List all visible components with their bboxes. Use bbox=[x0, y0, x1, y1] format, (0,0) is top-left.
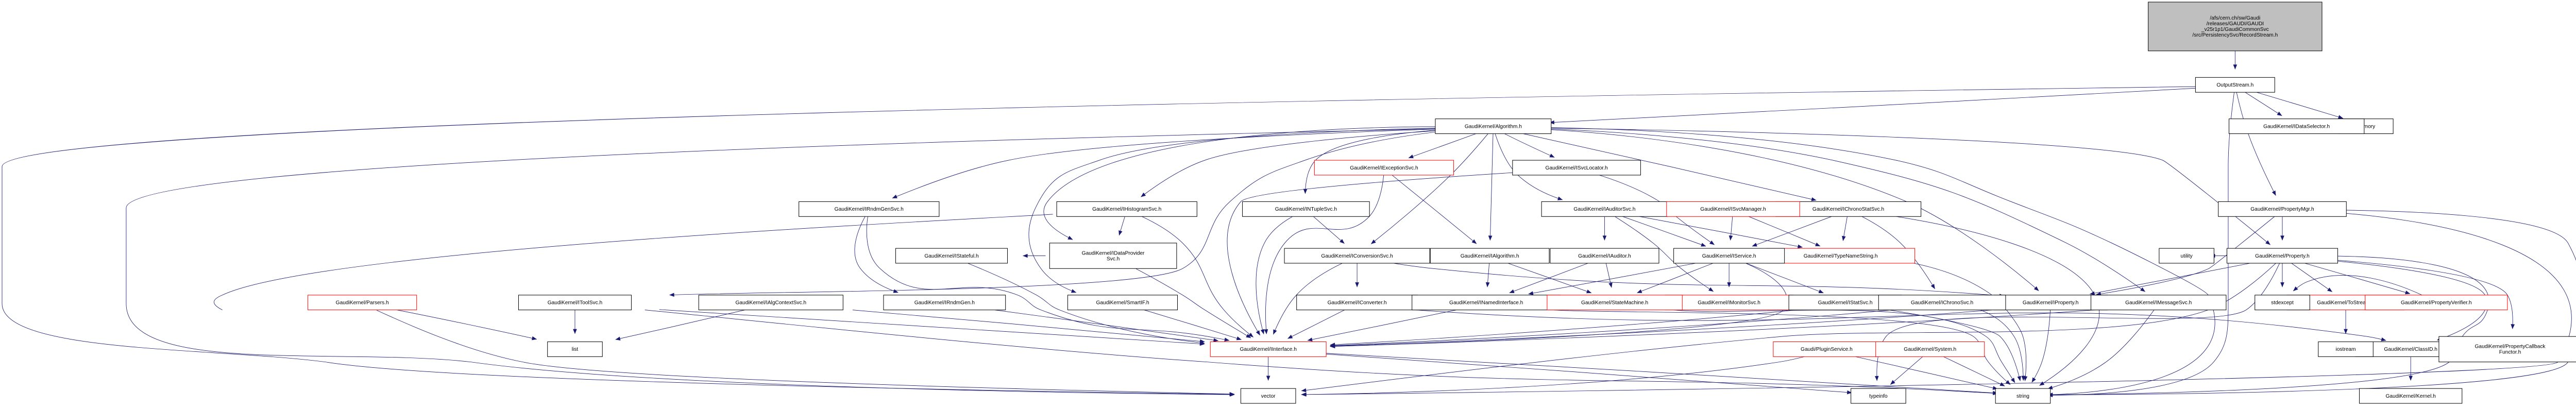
svg-text:GaudiKernel/Parsers.h: GaudiKernel/Parsers.h bbox=[336, 300, 389, 305]
svg-text:GaudiKernel/PropertyMgr.h: GaudiKernel/PropertyMgr.h bbox=[2250, 207, 2314, 212]
svg-text:string: string bbox=[2016, 394, 2029, 399]
svg-text:GaudiKernel/PropertyCallback: GaudiKernel/PropertyCallback bbox=[2475, 344, 2546, 350]
svg-text:GaudiKernel/StateMachine.h: GaudiKernel/StateMachine.h bbox=[1581, 300, 1648, 305]
svg-text:GaudiKernel/SmartIF.h: GaudiKernel/SmartIF.h bbox=[1096, 300, 1149, 305]
svg-text:/releases/GAUDI/GAUDI: /releases/GAUDI/GAUDI bbox=[2207, 21, 2264, 27]
svg-text:GaudiKernel/IChronoStatSvc.h: GaudiKernel/IChronoStatSvc.h bbox=[1812, 207, 1884, 212]
svg-text:GaudiKernel/IMessageSvc.h: GaudiKernel/IMessageSvc.h bbox=[2125, 300, 2192, 305]
svg-text:utility: utility bbox=[2181, 253, 2193, 259]
svg-text:GaudiKernel/IStateful.h: GaudiKernel/IStateful.h bbox=[924, 253, 978, 259]
svg-text:GaudiKernel/IAlgorithm.h: GaudiKernel/IAlgorithm.h bbox=[1461, 253, 1519, 259]
svg-text:GaudiKernel/IAuditor.h: GaudiKernel/IAuditor.h bbox=[1578, 253, 1631, 259]
svg-text:typeinfo: typeinfo bbox=[1869, 394, 1888, 399]
svg-text:OutputStream.h: OutputStream.h bbox=[2216, 82, 2253, 88]
svg-text:GaudiKernel/INamedInterface.h: GaudiKernel/INamedInterface.h bbox=[1449, 300, 1523, 305]
svg-text:Functor.h: Functor.h bbox=[2499, 350, 2521, 355]
svg-text:GaudiKernel/IRndmGenSvc.h: GaudiKernel/IRndmGenSvc.h bbox=[835, 207, 904, 212]
svg-text:GaudiKernel/IInterface.h: GaudiKernel/IInterface.h bbox=[1240, 347, 1296, 352]
svg-text:GaudiKernel/INTupleSvc.h: GaudiKernel/INTupleSvc.h bbox=[1275, 207, 1337, 212]
svg-text:GaudiKernel/IService.h: GaudiKernel/IService.h bbox=[1702, 253, 1756, 259]
svg-text:GaudiKernel/Algorithm.h: GaudiKernel/Algorithm.h bbox=[1465, 124, 1522, 129]
svg-text:GaudiKernel/ISvcLocator.h: GaudiKernel/ISvcLocator.h bbox=[1546, 165, 1608, 171]
svg-text:GaudiKernel/IRndmGen.h: GaudiKernel/IRndmGen.h bbox=[914, 300, 975, 305]
svg-text:vector: vector bbox=[1261, 394, 1276, 399]
svg-text:GaudiKernel/IMonitorSvc.h: GaudiKernel/IMonitorSvc.h bbox=[1698, 300, 1760, 305]
svg-text:iostream: iostream bbox=[2335, 347, 2355, 352]
svg-text:Gaudi/PluginService.h: Gaudi/PluginService.h bbox=[1801, 347, 1853, 352]
svg-text:GaudiKernel/TypeNameString.h: GaudiKernel/TypeNameString.h bbox=[1804, 253, 1878, 259]
svg-text:GaudiKernel/PropertyVerifier.h: GaudiKernel/PropertyVerifier.h bbox=[2401, 300, 2472, 305]
svg-text:GaudiKernel/System.h: GaudiKernel/System.h bbox=[1904, 347, 1956, 352]
svg-text:/src/PersistencySvc/RecordStre: /src/PersistencySvc/RecordStream.h bbox=[2192, 32, 2278, 38]
svg-text:GaudiKernel/IConversionSvc.h: GaudiKernel/IConversionSvc.h bbox=[1321, 253, 1393, 259]
svg-text:_v25r1p1/GaudiCommonSvc: _v25r1p1/GaudiCommonSvc bbox=[2201, 27, 2269, 32]
svg-text:stdexcept: stdexcept bbox=[2271, 300, 2294, 305]
svg-text:GaudiKernel/IConverter.h: GaudiKernel/IConverter.h bbox=[1328, 300, 1387, 305]
svg-text:GaudiKernel/IProperty.h: GaudiKernel/IProperty.h bbox=[2023, 300, 2079, 305]
svg-text:GaudiKernel/IChronoSvc.h: GaudiKernel/IChronoSvc.h bbox=[1911, 300, 1973, 305]
svg-text:GaudiKernel/ISvcManager.h: GaudiKernel/ISvcManager.h bbox=[1700, 207, 1766, 212]
svg-text:GaudiKernel/IDataProvider: GaudiKernel/IDataProvider bbox=[1082, 250, 1145, 256]
svg-text:/afs/cern.ch/sw/Gaudi: /afs/cern.ch/sw/Gaudi bbox=[2210, 15, 2260, 21]
svg-text:GaudiKernel/Property.h: GaudiKernel/Property.h bbox=[2255, 253, 2310, 259]
svg-text:GaudiKernel/IAuditorSvc.h: GaudiKernel/IAuditorSvc.h bbox=[1573, 207, 1635, 212]
svg-text:GaudiKernel/Kernel.h: GaudiKernel/Kernel.h bbox=[2385, 394, 2435, 399]
svg-text:GaudiKernel/ClassID.h: GaudiKernel/ClassID.h bbox=[2384, 347, 2437, 352]
svg-text:GaudiKernel/IToolSvc.h: GaudiKernel/IToolSvc.h bbox=[548, 300, 602, 305]
svg-text:GaudiKernel/IDataSelector.h: GaudiKernel/IDataSelector.h bbox=[2263, 124, 2330, 129]
svg-text:Svc.h: Svc.h bbox=[1107, 256, 1120, 262]
svg-text:GaudiKernel/IHistogramSvc.h: GaudiKernel/IHistogramSvc.h bbox=[1092, 207, 1161, 212]
svg-text:GaudiKernel/IStatSvc.h: GaudiKernel/IStatSvc.h bbox=[1818, 300, 1873, 305]
svg-text:GaudiKernel/IExceptionSvc.h: GaudiKernel/IExceptionSvc.h bbox=[1350, 165, 1418, 171]
svg-text:GaudiKernel/IAlgContextSvc.h: GaudiKernel/IAlgContextSvc.h bbox=[735, 300, 806, 305]
svg-text:list: list bbox=[572, 347, 579, 352]
